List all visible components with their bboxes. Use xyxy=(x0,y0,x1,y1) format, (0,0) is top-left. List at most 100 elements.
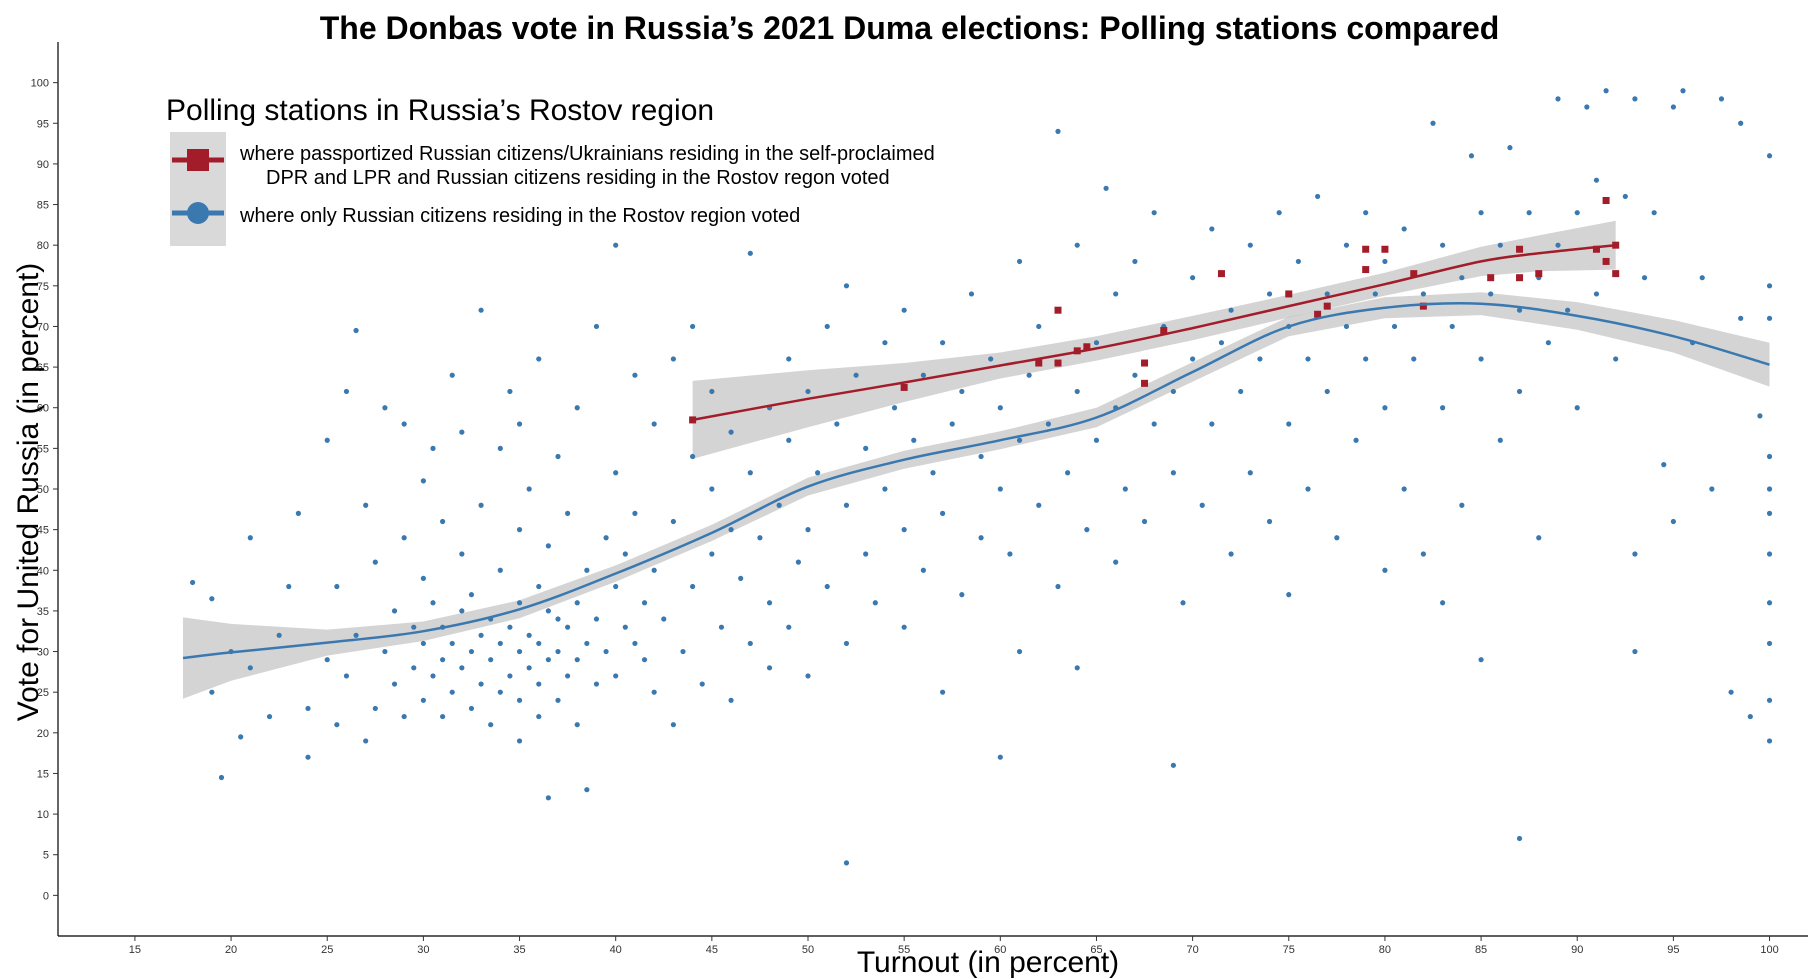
data-point-circle xyxy=(1036,502,1042,508)
data-point-circle xyxy=(824,323,830,330)
data-points xyxy=(190,88,1773,866)
data-point-circle xyxy=(363,502,369,508)
data-point-circle xyxy=(959,388,965,395)
data-point-circle xyxy=(449,372,455,378)
data-point-circle xyxy=(1113,559,1119,565)
data-point-circle xyxy=(709,551,715,557)
y-tick-label: 5 xyxy=(43,850,49,862)
x-tick-label: 85 xyxy=(1475,944,1487,956)
x-tick-label: 80 xyxy=(1379,944,1391,956)
data-point-circle xyxy=(1632,648,1638,655)
y-tick-label: 15 xyxy=(37,768,49,780)
data-point-circle xyxy=(1334,535,1340,541)
data-point-circle xyxy=(1103,185,1109,191)
data-point-circle xyxy=(1324,388,1330,395)
data-point-square xyxy=(1535,270,1543,278)
data-point-circle xyxy=(805,388,811,395)
data-point-circle xyxy=(1093,340,1100,346)
data-point-circle xyxy=(411,624,417,630)
data-point-circle xyxy=(516,648,523,655)
data-point-square xyxy=(1516,274,1524,282)
data-point-circle xyxy=(1122,486,1128,492)
data-point-circle xyxy=(449,689,455,695)
data-point-circle xyxy=(468,705,475,712)
data-point-circle xyxy=(1613,356,1619,362)
data-point-circle xyxy=(391,681,398,687)
data-point-circle xyxy=(1651,210,1657,216)
x-tick-label: 55 xyxy=(898,944,910,956)
data-point-circle xyxy=(411,665,417,671)
data-point-circle xyxy=(478,681,484,687)
y-tick-label: 75 xyxy=(37,281,49,293)
data-point-circle xyxy=(949,421,955,427)
x-tick-label: 40 xyxy=(610,944,622,956)
data-point-circle xyxy=(391,608,398,614)
data-point-circle xyxy=(1565,307,1571,313)
data-point-circle xyxy=(478,632,484,638)
data-point-circle xyxy=(1016,437,1023,443)
data-point-circle xyxy=(1247,470,1253,476)
data-point-circle xyxy=(1074,242,1080,248)
data-point-circle xyxy=(565,510,571,516)
data-point-circle xyxy=(1055,583,1061,590)
chart-title: The Donbas vote in Russia’s 2021 Duma el… xyxy=(319,10,1500,46)
data-point-circle xyxy=(1459,502,1465,508)
data-point-circle xyxy=(670,518,676,525)
data-point-circle xyxy=(343,673,350,679)
data-point-circle xyxy=(728,697,734,703)
data-point-circle xyxy=(940,510,946,516)
data-point-circle xyxy=(709,486,715,492)
data-point-circle xyxy=(1286,421,1292,427)
data-point-circle xyxy=(863,445,869,451)
data-point-circle xyxy=(1497,242,1503,248)
data-point-circle xyxy=(1574,405,1580,411)
data-point-circle xyxy=(1045,421,1051,427)
data-point-circle xyxy=(1026,372,1032,378)
data-point-square xyxy=(1487,274,1495,282)
data-point-circle xyxy=(1555,96,1561,102)
legend-title: Polling stations in Russia’s Rostov regi… xyxy=(166,94,714,127)
data-point-circle xyxy=(920,372,926,378)
data-point-circle xyxy=(584,640,590,647)
data-point-square xyxy=(1035,359,1043,367)
y-tick-label: 45 xyxy=(37,525,49,537)
data-point-circle xyxy=(1007,551,1013,557)
data-point-circle xyxy=(1680,88,1686,94)
data-point-circle xyxy=(1766,738,1773,744)
data-point-circle xyxy=(1228,551,1234,557)
data-point-circle xyxy=(747,470,753,476)
data-point-circle xyxy=(997,405,1003,411)
data-point-circle xyxy=(661,616,667,622)
data-point-circle xyxy=(334,583,340,590)
data-point-circle xyxy=(901,527,907,533)
data-point-circle xyxy=(1209,421,1215,427)
data-point-circle xyxy=(1170,762,1176,768)
data-point-circle xyxy=(670,356,676,362)
data-point-circle xyxy=(1093,437,1100,443)
data-point-circle xyxy=(526,486,532,492)
data-point-circle xyxy=(545,543,551,549)
data-point-circle xyxy=(545,608,551,614)
data-point-square xyxy=(1419,302,1427,310)
data-point-circle xyxy=(1065,470,1071,476)
data-point-circle xyxy=(295,510,301,516)
axes: 15 20 25 30 35 40 45 50 55 60 65 70 75 80 85 90 95 100 0 5 1… xyxy=(12,42,1808,979)
data-point-circle xyxy=(430,673,436,679)
data-point-circle xyxy=(1641,275,1648,281)
data-point-circle xyxy=(1728,689,1734,695)
data-point-circle xyxy=(565,624,571,630)
data-point-circle xyxy=(1372,291,1378,297)
data-point-circle xyxy=(440,713,446,720)
data-point-circle xyxy=(1593,291,1600,297)
data-point-circle xyxy=(305,705,311,712)
data-point-circle xyxy=(1766,153,1773,159)
data-point-circle xyxy=(420,697,426,703)
data-point-circle xyxy=(459,551,465,557)
data-point-circle xyxy=(1016,258,1023,265)
data-point-circle xyxy=(997,754,1003,760)
x-tick-label: 45 xyxy=(706,944,718,956)
data-point-circle xyxy=(218,774,225,781)
data-point-circle xyxy=(1305,486,1311,492)
data-point-circle xyxy=(1353,437,1359,443)
